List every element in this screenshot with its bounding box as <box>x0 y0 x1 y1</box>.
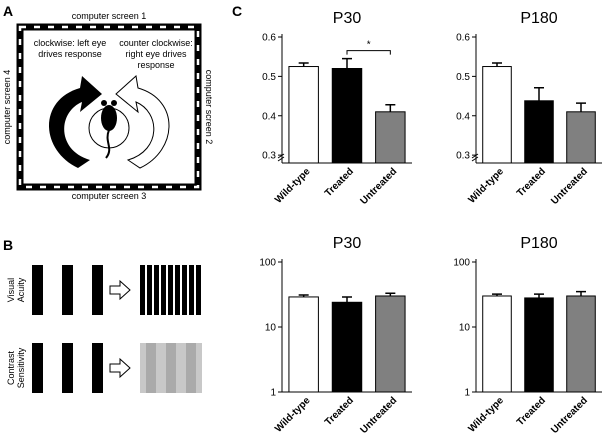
significance-bracket <box>346 50 391 55</box>
chart-title: P180 <box>520 10 557 27</box>
mouse-icon <box>88 100 130 159</box>
bar <box>482 295 512 393</box>
bar <box>288 66 319 164</box>
stimulus-label: Contrast <box>6 350 16 385</box>
screen-label: computer screen 4 <box>2 70 12 145</box>
x-tick-label: Treated <box>515 395 548 428</box>
counter-clockwise-arrow <box>115 75 170 169</box>
panel-label: A <box>3 3 13 19</box>
y-tick-label: 0.3 <box>456 151 470 162</box>
bar <box>375 295 406 393</box>
error-bar <box>385 103 396 112</box>
error-bar <box>576 102 586 112</box>
x-tick-label: Treated <box>323 166 356 199</box>
clockwise-text: clockwise: left eye <box>34 38 107 48</box>
bar <box>482 66 512 164</box>
x-tick-label: Wild-type <box>273 395 313 435</box>
axis-break <box>277 153 285 159</box>
screen-frame <box>16 23 202 191</box>
x-tick-label: Treated <box>323 395 356 428</box>
x-tick-label: Untreated <box>549 395 590 436</box>
error-bar <box>342 296 352 303</box>
bar <box>524 297 554 393</box>
error-bar <box>385 292 396 296</box>
y-tick-label: 0.4 <box>456 111 470 122</box>
screen-label: computer screen 3 <box>72 191 147 201</box>
error-bar <box>576 290 586 296</box>
counter-clockwise-text: right eye drives <box>125 49 187 59</box>
screen-label: computer screen 2 <box>204 70 214 145</box>
bar <box>331 301 363 393</box>
chart-title: P180 <box>520 235 557 252</box>
screen-label: computer screen 1 <box>72 11 147 21</box>
error-bar <box>534 293 544 298</box>
x-tick-label: Untreated <box>549 166 590 207</box>
y-tick-label: 100 <box>453 258 470 269</box>
y-tick-label: 0.3 <box>262 151 276 162</box>
error-bar <box>298 294 309 297</box>
clockwise-arrow <box>49 76 102 168</box>
acuity-stimulus <box>32 265 201 315</box>
x-tick-label: Wild-type <box>466 395 506 435</box>
counter-clockwise-text: counter clockwise: <box>119 38 193 48</box>
x-tick-label: Untreated <box>358 166 399 207</box>
stimulus-label: Acuity <box>16 277 26 302</box>
x-tick-label: Untreated <box>358 395 399 436</box>
y-tick-label: 0.4 <box>262 111 276 122</box>
axis-break <box>471 156 479 162</box>
y-tick-label: 0.5 <box>456 72 470 83</box>
bar <box>375 111 406 164</box>
error-bar <box>342 57 352 69</box>
error-bar <box>298 62 309 67</box>
bar <box>524 100 554 164</box>
x-tick-label: Treated <box>515 166 548 199</box>
panel-label: B <box>3 237 13 253</box>
contrast-stimulus <box>32 343 202 393</box>
stimulus-label: Sensitivity <box>16 347 26 388</box>
error-bar <box>492 293 502 296</box>
y-tick-label: 0.6 <box>262 33 276 44</box>
clockwise-text: drives response <box>38 49 102 59</box>
counter-clockwise-text: response <box>137 60 174 70</box>
y-tick-label: 1 <box>464 388 470 399</box>
y-tick-label: 100 <box>259 258 276 269</box>
label-bg <box>60 10 158 22</box>
y-tick-label: 10 <box>265 323 277 334</box>
chart-title: P30 <box>333 10 362 27</box>
x-tick-label: Wild-type <box>273 166 313 206</box>
bar <box>288 296 319 393</box>
error-bar <box>534 87 544 101</box>
significance-label: * <box>367 40 371 51</box>
bar <box>331 68 363 164</box>
axis-break <box>277 156 285 162</box>
panel-label: C <box>232 3 242 19</box>
stimulus-label: Visual <box>6 278 16 302</box>
y-tick-label: 10 <box>459 323 471 334</box>
axis-break <box>471 153 479 159</box>
y-tick-label: 0.5 <box>262 72 276 83</box>
bar <box>566 295 596 393</box>
error-bar <box>492 62 502 67</box>
y-tick-label: 1 <box>270 388 276 399</box>
x-tick-label: Wild-type <box>466 166 506 206</box>
y-tick-label: 0.6 <box>456 33 470 44</box>
chart-title: P30 <box>333 235 362 252</box>
bar <box>566 111 596 164</box>
